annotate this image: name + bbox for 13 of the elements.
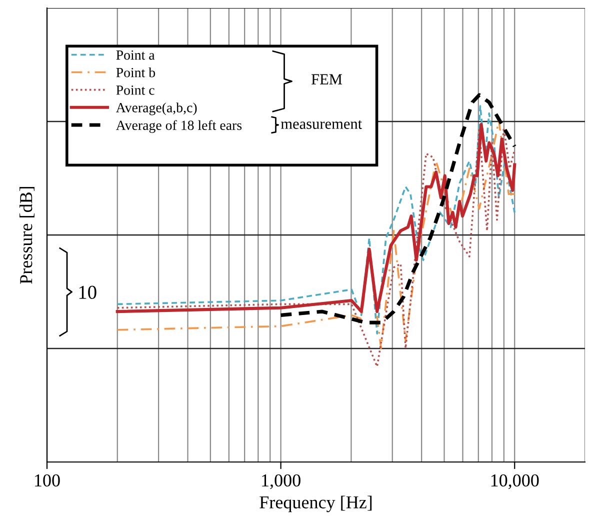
x-axis-title: Frequency [Hz]: [260, 496, 372, 512]
legend-label: Average of 18 left ears: [116, 120, 242, 133]
annotation: measurement: [280, 120, 362, 129]
legend-label: Point b: [116, 68, 156, 78]
x-tick-label: 10,000: [491, 474, 539, 490]
legend-label: Point a: [116, 50, 155, 60]
x-tick-label: 100: [35, 474, 60, 487]
legend-label: Point c: [116, 85, 154, 95]
annotation: 10: [79, 286, 96, 299]
text: FEM: [311, 74, 342, 84]
x-tick-label: 1,000: [262, 474, 300, 490]
y-axis-title: Pressure [dB]: [20, 186, 34, 284]
legend-label: Average(a,b,c): [116, 102, 197, 116]
